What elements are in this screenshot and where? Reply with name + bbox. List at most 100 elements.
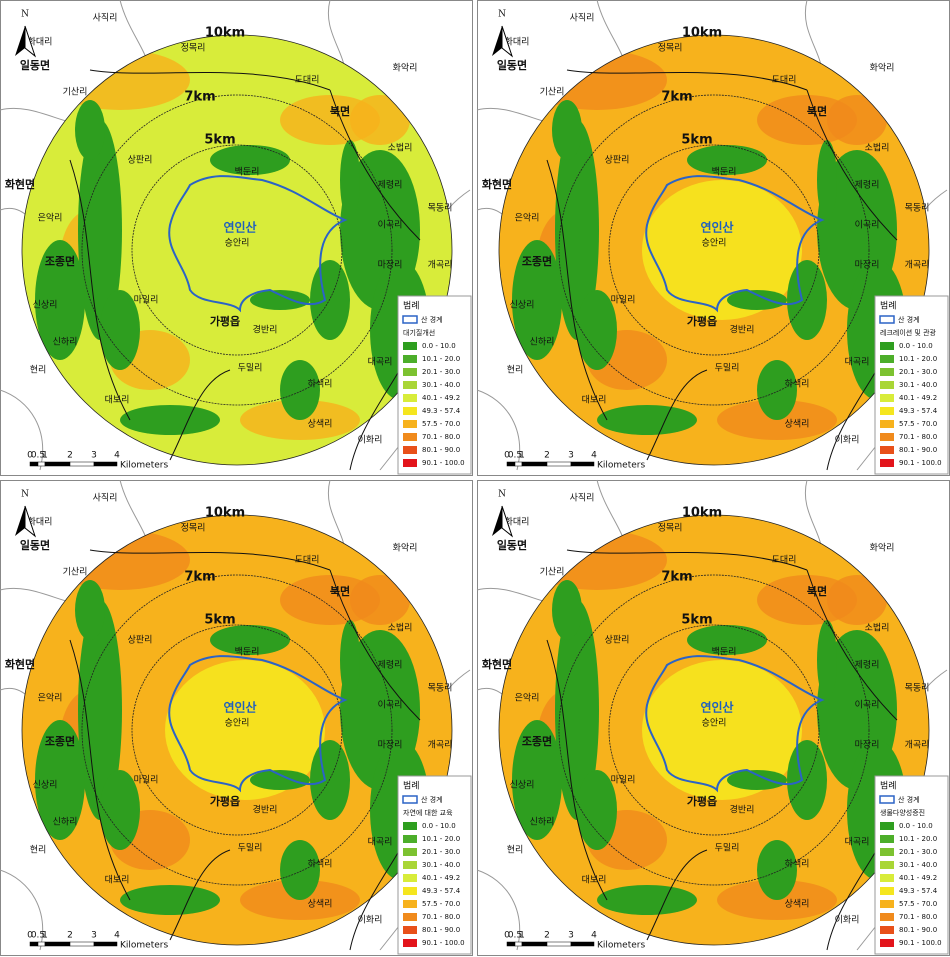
place-label: 이곡리 [378, 700, 403, 711]
forest [250, 770, 310, 790]
place-label: 가평읍 [210, 794, 240, 808]
place-label: 하색리 [785, 379, 810, 390]
legend-swatch [403, 381, 417, 389]
place-label: 은악리 [515, 212, 540, 224]
place-label: 하색리 [785, 859, 810, 870]
map-panel: 10km7km5km사직리화대리일동면기산리정목리도대리화악리북면소법리상판리백… [0, 480, 473, 956]
place-label: 목동리 [905, 203, 930, 214]
place-label: 제령리 [378, 179, 403, 191]
legend-title: 자연에 대한 교육 [403, 808, 453, 817]
place-label: 신하리 [530, 817, 555, 828]
scale-label: 2 [67, 451, 73, 461]
place-label: 마장리 [378, 740, 403, 751]
legend-swatch [880, 381, 894, 389]
legend-heading: 범례 [403, 781, 420, 792]
scale-label: 4 [591, 931, 597, 941]
legend-swatch [880, 926, 894, 934]
legend-swatch [403, 861, 417, 869]
place-label: 북면 [330, 584, 350, 598]
legend-swatch [403, 900, 417, 908]
legend-label: 40.1 - 49.2 [422, 874, 460, 882]
place-label: 목동리 [428, 203, 453, 214]
place-label: 신하리 [53, 817, 78, 828]
scale-segment [571, 462, 594, 466]
legend-swatch [880, 407, 894, 415]
legend-swatch [880, 900, 894, 908]
legend-title: 생물다양성증진 [880, 808, 925, 817]
ring-label: 5km [204, 133, 235, 148]
place-label: 이화리 [358, 435, 383, 446]
legend-swatch [403, 939, 417, 947]
place-label: 백둔리 [235, 167, 260, 178]
place-label: 경반리 [253, 804, 278, 816]
legend-label: 70.1 - 80.0 [422, 433, 460, 441]
legend-swatch [403, 446, 417, 454]
scale-label: 3 [568, 931, 574, 941]
place-label: 가평읍 [210, 314, 240, 328]
scale-label: 4 [591, 451, 597, 461]
ring-label: 10km [682, 506, 722, 521]
legend-label: 70.1 - 80.0 [899, 433, 937, 441]
place-label: 목동리 [428, 683, 453, 694]
legend-label: 80.1 - 90.0 [899, 926, 937, 934]
legend-swatch [403, 913, 417, 921]
place-label: 대보리 [105, 395, 130, 406]
place-label: 승안리 [225, 718, 250, 729]
legend-swatch [880, 342, 894, 350]
legend-swatch [403, 342, 417, 350]
place-label: 화악리 [393, 542, 418, 554]
legend-boundary: 산 경계 [421, 795, 443, 804]
place-label: 기산리 [63, 87, 88, 98]
legend-label: 80.1 - 90.0 [899, 446, 937, 454]
forest [250, 290, 310, 310]
place-label: 이곡리 [378, 220, 403, 231]
legend-swatch [403, 887, 417, 895]
place-label: 제령리 [855, 179, 880, 191]
place-label: 도대리 [295, 555, 320, 566]
raster [22, 35, 452, 465]
place-label: 마일리 [134, 295, 159, 306]
place-label: 은악리 [38, 212, 63, 224]
legend-label: 49.3 - 57.4 [422, 407, 461, 415]
place-label: 승안리 [225, 238, 250, 249]
ring-label: 7km [184, 90, 215, 105]
ring-label: 7km [661, 90, 692, 105]
forest [727, 770, 787, 790]
legend-swatch [880, 368, 894, 376]
scale-segment [547, 462, 571, 466]
place-label: 하색리 [308, 859, 333, 870]
scale-segment [571, 942, 594, 946]
place-label: 두밀리 [715, 842, 740, 854]
legend-boundary: 산 경계 [898, 795, 920, 804]
north-label: N [498, 10, 506, 20]
map-figure: 10km7km5km사직리화대리일동면기산리정목리도대리화악리북면소법리상판리백… [0, 0, 950, 957]
legend-swatch [403, 407, 417, 415]
place-label: 이화리 [835, 435, 860, 446]
place-label: 정목리 [181, 523, 206, 534]
legend-swatch [403, 926, 417, 934]
forest [787, 740, 827, 820]
place-label: 신상리 [33, 300, 58, 311]
place-label: 이곡리 [855, 220, 880, 231]
forest [552, 100, 582, 160]
legend-title: 대기질개선 [403, 328, 435, 337]
scale-label: 1 [42, 931, 48, 941]
legend-swatch [403, 420, 417, 428]
legend-label: 40.1 - 49.2 [899, 394, 937, 402]
scale-segment [45, 942, 70, 946]
place-label: 개곡리 [905, 260, 930, 271]
legend-swatch [403, 822, 417, 830]
place-label: 상색리 [308, 899, 333, 910]
scale-label: 1 [519, 931, 525, 941]
ring-label: 5km [681, 613, 712, 628]
legend-swatch [880, 848, 894, 856]
place-label: 연인산 [223, 700, 256, 715]
legend-label: 10.1 - 20.0 [899, 835, 937, 843]
legend-label: 20.1 - 30.0 [899, 368, 937, 376]
place-label: 조종면 [45, 254, 75, 268]
place-label: 개곡리 [428, 260, 453, 271]
place-label: 대보리 [582, 875, 607, 886]
scale-segment [94, 462, 117, 466]
scale-label: 1 [42, 451, 48, 461]
scale-segment [38, 462, 45, 466]
